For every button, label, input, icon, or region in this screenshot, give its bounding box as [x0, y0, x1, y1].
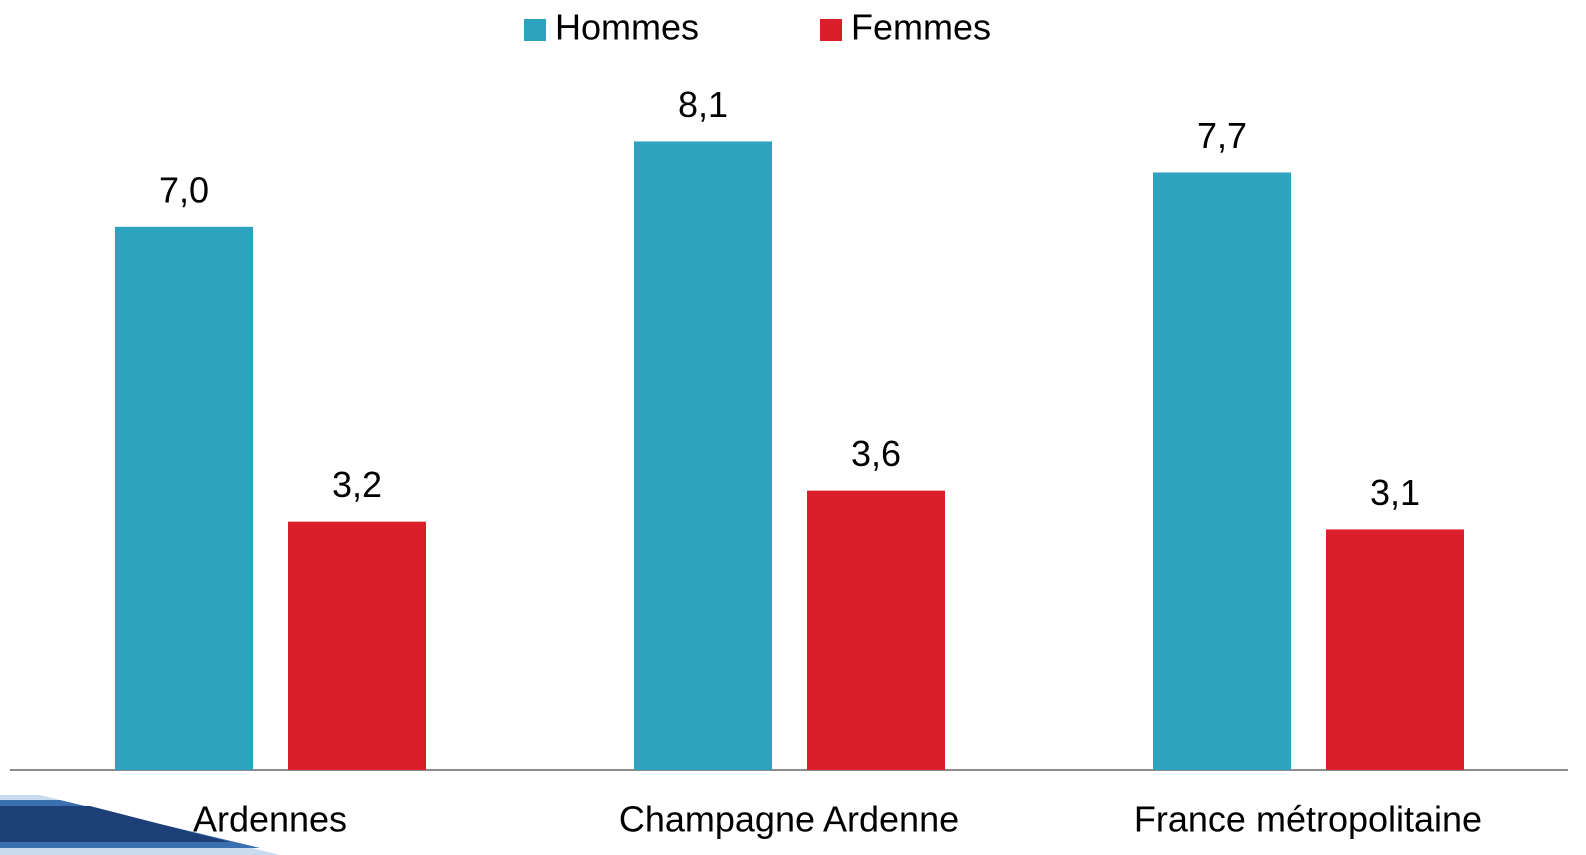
x-tick-label: Ardennes: [193, 799, 347, 840]
x-tick-label: Champagne Ardenne: [619, 799, 959, 840]
legend-swatch: [820, 19, 842, 41]
bar: [115, 226, 253, 771]
x-tick-label: France métropolitaine: [1134, 799, 1482, 840]
legend-label: Hommes: [555, 7, 699, 48]
bar: [1153, 172, 1291, 771]
value-label: 3,2: [332, 464, 382, 505]
bar: [807, 490, 945, 770]
bar: [634, 141, 772, 770]
value-label: 7,0: [159, 169, 209, 210]
legend-label: Femmes: [851, 7, 991, 48]
bar: [1326, 529, 1464, 770]
decoration: [0, 795, 280, 855]
bar: [288, 521, 426, 770]
legend-swatch: [524, 19, 546, 41]
value-label: 7,7: [1197, 115, 1247, 156]
value-label: 3,1: [1370, 472, 1420, 513]
value-label: 3,6: [851, 433, 901, 474]
value-label: 8,1: [678, 84, 728, 125]
